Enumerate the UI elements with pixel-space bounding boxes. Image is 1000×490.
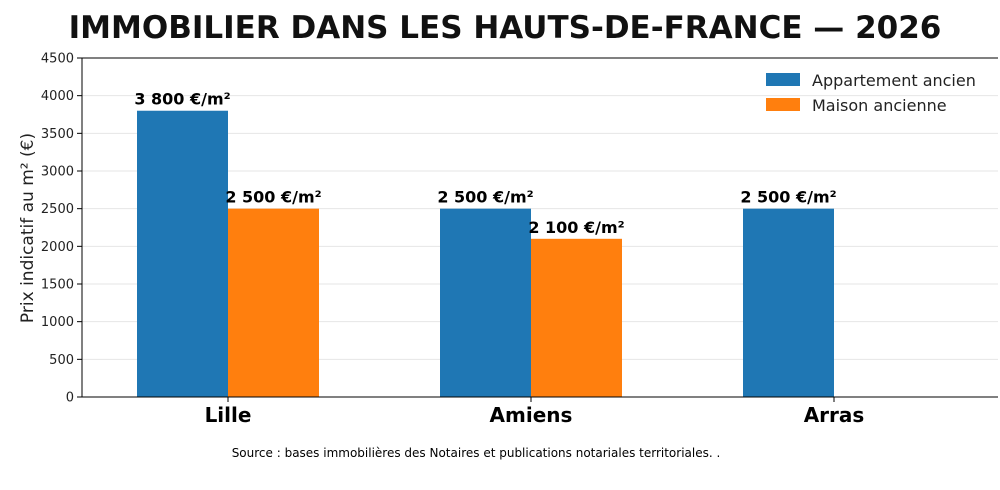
data-label: 2 500 €/m² <box>437 188 533 207</box>
y-tick-label: 3500 <box>41 127 74 142</box>
bar <box>743 208 834 397</box>
legend-label: Appartement ancien <box>812 71 976 90</box>
x-tick-label: Lille <box>205 403 252 427</box>
x-tick-labels: Lille Amiens Arras <box>205 397 865 427</box>
y-tick-label: 4000 <box>41 89 74 104</box>
legend-swatch <box>766 73 800 86</box>
data-label: 3 800 €/m² <box>134 90 230 109</box>
bars <box>137 110 834 397</box>
bar <box>137 110 228 397</box>
legend-label: Maison ancienne <box>812 96 947 115</box>
x-tick-label: Amiens <box>490 403 573 427</box>
source-note: Source : bases immobilières des Notaires… <box>232 446 721 460</box>
x-tick-label: Arras <box>804 403 865 427</box>
axes <box>81 57 998 398</box>
data-label: 2 500 €/m² <box>225 188 321 207</box>
y-tick-label: 0 <box>66 391 74 406</box>
bar <box>228 208 319 397</box>
y-tick-label: 2500 <box>41 202 74 217</box>
y-tick-labels: 0 500 1000 1500 2000 2500 3000 3500 4000 4500 <box>41 52 82 406</box>
y-tick-label: 3000 <box>41 165 74 180</box>
y-tick-label: 2000 <box>41 240 74 255</box>
y-tick-label: 1000 <box>41 315 74 330</box>
y-tick-label: 4500 <box>41 52 74 67</box>
y-axis-label: Prix indicatif au m² (€) <box>18 133 38 323</box>
data-label: 2 500 €/m² <box>740 188 836 207</box>
legend: Appartement ancien Maison ancienne <box>766 71 976 115</box>
legend-swatch <box>766 98 800 111</box>
data-label: 2 100 €/m² <box>528 218 624 237</box>
bar <box>440 208 531 397</box>
y-tick-label: 500 <box>49 353 74 368</box>
y-tick-label: 1500 <box>41 278 74 293</box>
bar <box>531 238 622 397</box>
data-labels: 3 800 €/m² 2 500 €/m² 2 500 €/m² 2 100 €/m²… <box>134 90 836 237</box>
chart-title: IMMOBILIER DANS LES HAUTS-DE-FRANCE — 20… <box>69 10 942 46</box>
